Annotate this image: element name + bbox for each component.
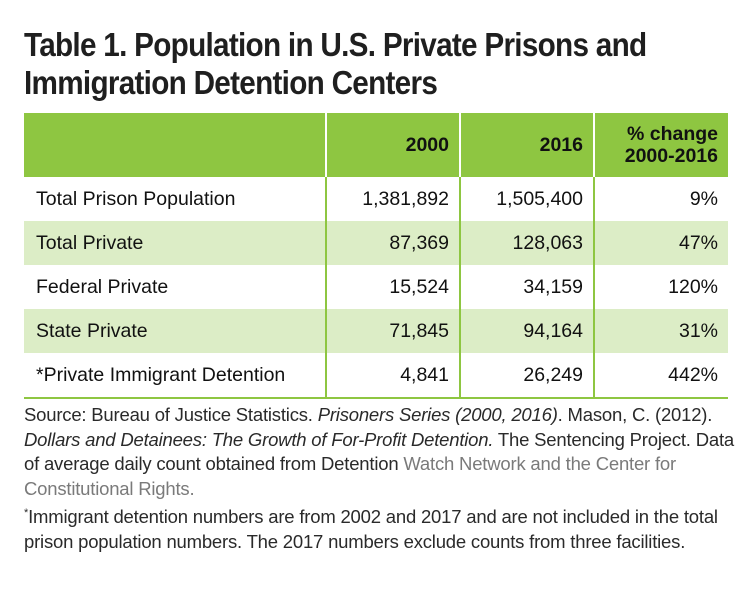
cell-2000: 71,845: [325, 309, 460, 353]
source-text: The Sentencing Project. Data of average …: [24, 428, 734, 475]
cell-2000: 1,381,892: [325, 177, 460, 221]
header-change-line-1: % change: [626, 123, 718, 145]
cell-change: 9%: [593, 177, 728, 221]
title-line-2: Immigration Detention Centers: [24, 64, 438, 101]
header-2016: 2016: [459, 113, 594, 177]
cell-change: 47%: [593, 221, 728, 265]
cell-2000: 4,841: [325, 353, 460, 399]
row-label: Total Private: [24, 221, 326, 265]
header-label: [24, 113, 326, 177]
footnote-text: Immigrant detention numbers are from 200…: [24, 506, 718, 552]
row-label: Total Prison Population: [36, 187, 236, 210]
cell-2016: 128,063: [459, 221, 594, 265]
cell-change: 31%: [593, 309, 728, 353]
source-title-dollars-and-detainees: Dollars and Detainees: The Growth of For…: [24, 428, 494, 450]
footnote: *Immigrant detention numbers are from 20…: [24, 501, 738, 554]
cell-change: 120%: [593, 265, 728, 309]
source-title-prisoners-series: Prisoners Series (2000, 2016): [317, 404, 558, 425]
table-row: Total Private 87,369 128,063 47%: [24, 221, 728, 265]
row-label: State Private: [24, 309, 326, 353]
table-title: Table 1. Population in U.S. Private Pris…: [24, 26, 654, 102]
header-percent-change: % change 2000-2016: [593, 113, 728, 177]
header-change-line-2: 2000-2016: [624, 145, 718, 167]
cell-2016: 94,164: [459, 309, 594, 353]
source-citation: Source: Bureau of Justice Statistics. Pr…: [24, 403, 738, 501]
table-row: Total Prison Population 1,381,892 1,505,…: [24, 177, 728, 221]
cell-2000: 15,524: [325, 265, 460, 309]
row-label: Federal Private: [36, 275, 169, 298]
cell-2016: 26,249: [459, 353, 594, 399]
row-label: *Private Immigrant Detention: [24, 353, 326, 399]
title-line-1: Table 1. Population in U.S. Private Pris…: [24, 26, 647, 63]
source-text: Source: Bureau of Justice Statistics.: [24, 404, 318, 425]
cell-2016: 1,505,400: [459, 177, 594, 221]
table-row: Federal Private 15,524 34,159 120%: [24, 265, 728, 309]
source-text: Watch Network and the Center for Constit…: [24, 453, 676, 499]
table-header-row: 2000 2016 % change 2000-2016: [24, 113, 728, 177]
source-text: . Mason, C. (2012).: [557, 404, 713, 425]
header-2000: 2000: [325, 113, 460, 177]
cell-2000: 87,369: [325, 221, 460, 265]
cell-2016: 34,159: [459, 265, 594, 309]
table-row: State Private 71,845 94,164 31%: [24, 309, 728, 353]
population-table: 2000 2016 % change 2000-2016 Total Priso…: [24, 113, 728, 399]
table-notes: Source: Bureau of Justice Statistics. Pr…: [24, 403, 738, 554]
footnote-mark: *: [24, 507, 29, 519]
cell-change: 442%: [593, 353, 728, 399]
table-row: *Private Immigrant Detention 4,841 26,24…: [24, 353, 728, 399]
